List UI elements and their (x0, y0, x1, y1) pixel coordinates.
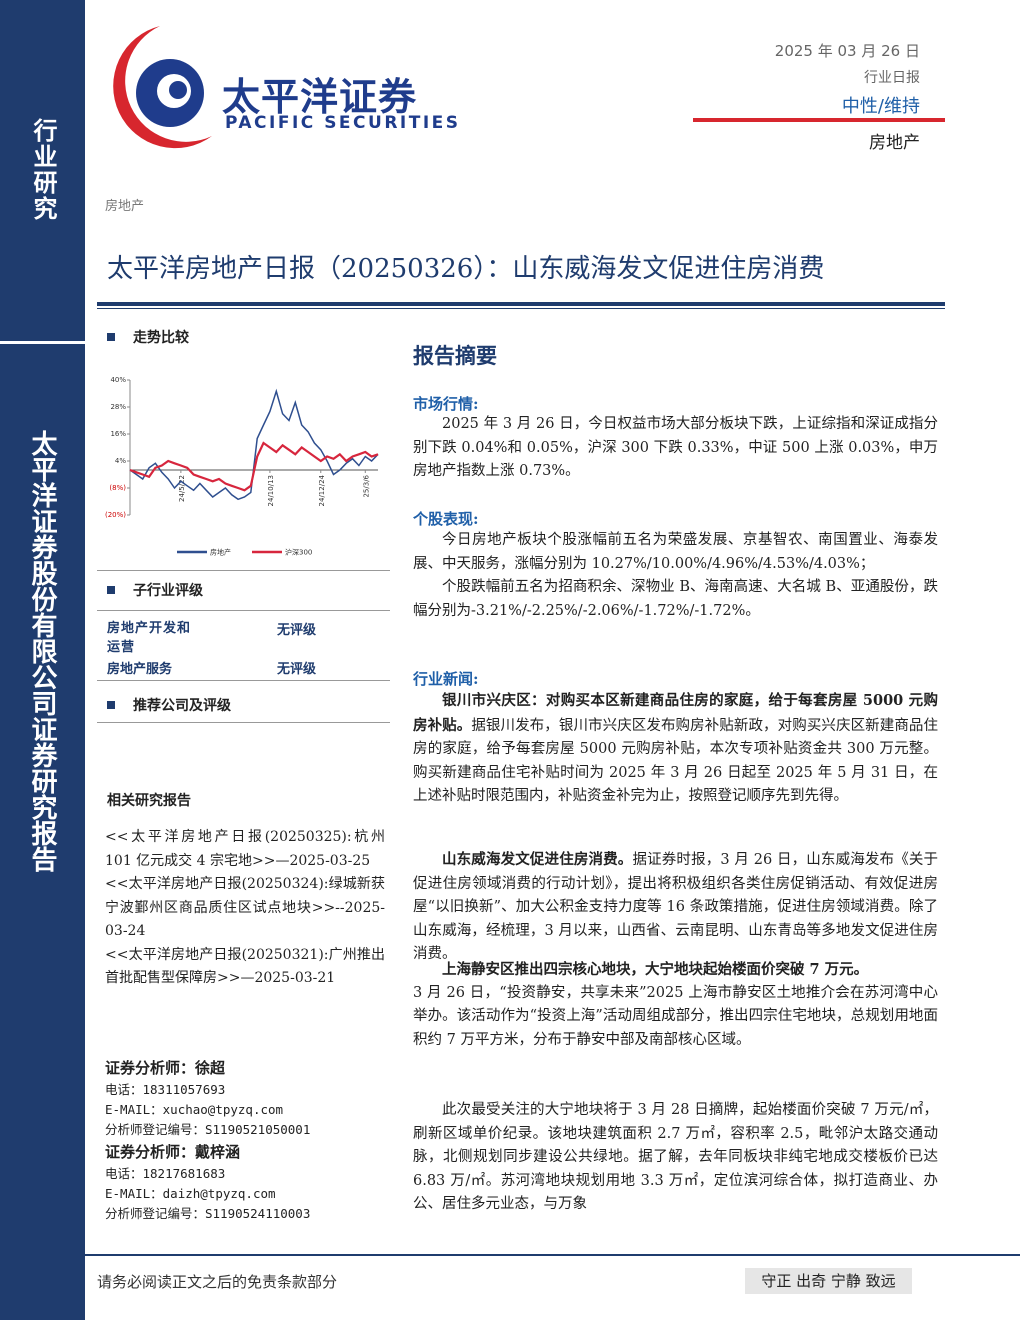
rule (97, 570, 390, 571)
y-tick-label: 16% (110, 430, 126, 438)
news-lead: 上海静安区推出四宗核心地块，大宁地块起始楼面价突破 7 万元。 (442, 961, 869, 978)
y-tick-label: 40% (110, 376, 126, 384)
y-tick-label: (8%) (109, 484, 126, 492)
paragraph: 今日房地产板块个股涨幅前五名为荣盛发展、京基智农、南国置业、海泰发展、中天服务，… (413, 532, 938, 572)
title-rule-thin (97, 308, 945, 309)
analyst-email: E-MAIL：daizh@tpyzq.com (105, 1186, 276, 1201)
disclaimer: 请务必阅读正文之后的免责条款部分 (97, 1273, 338, 1291)
series-line (129, 388, 379, 501)
related-report: <<太平洋房地产日报(20250321):广州推出首批配售型保障房>>—2025… (105, 946, 385, 987)
related-heading: 相关研究报告 (107, 793, 191, 809)
analyst-phone: 电话：18217681683 (105, 1166, 226, 1181)
news-item: 山东威海发文促进住房消费。据证券时报，3 月 26 日，山东威海发布《关于促进住… (413, 848, 938, 967)
title-rule (97, 302, 945, 306)
news-text: 据银川发布，银川市兴庆区发布购房补贴新政，对购买兴庆区新建商品住房的家庭，给予每… (413, 717, 938, 805)
sidebar-top: 行业研究 (29, 118, 58, 222)
rule (97, 680, 390, 681)
news-text: 3 月 26 日，“投资静安，共享未来”2025 上海市静安区土地推介会在苏河湾… (413, 984, 938, 1048)
category: 房地产 (105, 199, 145, 214)
paragraph: 此次最受关注的大宁地块将于 3 月 28 日摘牌，起始楼面价突破 7 万元/㎡，… (413, 1102, 938, 1212)
news-lead: 山东威海发文促进住房消费。 (442, 851, 633, 868)
legend-label: 沪深300 (285, 548, 312, 557)
analyst-title: 证券分析师：徐超 (105, 1059, 226, 1077)
table-cell: 无评级 (277, 623, 317, 638)
title: 太平洋房地产日报（20250326）：山东威海发文促进住房消费 (107, 254, 825, 284)
motto: 守正 出奇 宁静 致远 (745, 1268, 912, 1294)
legend-label: 房地产 (210, 548, 231, 557)
brand-cn: 太平洋证券 (222, 75, 418, 119)
rule (97, 610, 390, 611)
rating-rule (693, 118, 945, 122)
trend-chart: 40% 28% 16% 4% (8%) (20%) 24/5/22 24/10/13 24/12… (105, 376, 379, 557)
analysts: 证券分析师：徐超 电话：18311057693 E-MAIL：xuchao@tp… (105, 1056, 390, 1224)
related-report: <<太平洋房地产日报(20250325):杭州 101 亿元成交 4 宗宅地>>… (105, 829, 385, 869)
sidebar-bottom: 太平洋证券股份有限公司证券研究报告 (27, 430, 57, 872)
table-cell: 无评级 (277, 662, 317, 677)
news-item: 银川市兴庆区：对购买本区新建商品住房的家庭，给于每套房屋 5000 元购房补贴。… (413, 689, 938, 809)
y-tick-label: 28% (110, 403, 126, 411)
news-item: 上海静安区推出四宗核心地块，大宁地块起始楼面价突破 7 万元。 3 月 26 日，… (413, 958, 938, 1052)
section-heading: 个股表现: (413, 510, 479, 528)
series-line (129, 441, 379, 492)
trend-heading: 走势比较 (107, 327, 189, 347)
analyst-email: E-MAIL：xuchao@tpyzq.com (105, 1102, 284, 1117)
related-report: <<太平洋房地产日报(20250324):绿城新获宁波鄞州区商品质住区试点地块>… (105, 876, 385, 939)
sidebar (0, 0, 85, 1320)
sidebar-divider (0, 341, 85, 344)
analyst-reg: 分析师登记编号：S1190524110003 (105, 1206, 311, 1221)
trend-heading-text: 走势比较 (133, 330, 189, 346)
section-heading: 行业新闻: (413, 670, 479, 688)
summary-heading: 报告摘要 (413, 343, 497, 368)
x-tick-label: 24/5/22 (178, 475, 186, 502)
stocks: 今日房地产板块个股涨幅前五名为荣盛发展、京基智农、南国置业、海泰发展、中天服务，… (413, 529, 938, 623)
footer-rule (85, 1254, 1020, 1256)
x-tick-label: 25/3/6 (362, 474, 370, 497)
rating: 中性/维持 (841, 96, 920, 117)
industry: 房地产 (869, 133, 920, 153)
recommend-heading-text: 推荐公司及评级 (133, 698, 231, 714)
paragraph: 个股跌幅前五名为招商积余、深物业 B、海南高速、大名城 B、亚通股份，跌幅分别为… (413, 579, 938, 619)
news-text: 据证券时报，3 月 26 日，山东威海发布《关于促进住房领域消费的行动计划》，提… (413, 852, 938, 962)
related-list: <<太平洋房地产日报(20250325):杭州 101 亿元成交 4 宗宅地>>… (105, 826, 385, 991)
section-heading: 市场行情: (413, 395, 479, 413)
table-cell: 房地产开发和运营 (107, 621, 192, 655)
brand-en: PACIFIC SECURITIES (225, 113, 461, 133)
x-tick-label: 24/10/13 (267, 475, 275, 506)
date: 2025 年 03 月 26 日 (774, 42, 920, 60)
analyst-phone: 电话：18311057693 (105, 1082, 226, 1097)
logo-mark (113, 26, 212, 149)
y-tick-label: (20%) (105, 511, 126, 519)
sub-rating-heading: 子行业评级 (107, 580, 203, 600)
sub-rating-heading-text: 子行业评级 (133, 583, 203, 599)
rule (97, 722, 390, 723)
paragraph: 2025 年 3 月 26 日，今日权益市场大部分板块下跌，上证综指和深证成指分… (413, 416, 938, 479)
analyst-title: 证券分析师：戴梓涵 (105, 1143, 241, 1161)
analyst-reg: 分析师登记编号：S1190521050001 (105, 1122, 311, 1137)
news-lead: 银川市兴庆区：对购买本区新建商品住房的家庭，给于每套房屋 5000 元购房补贴。 (413, 692, 938, 734)
y-tick-label: 4% (115, 457, 126, 465)
report-type: 行业日报 (864, 70, 920, 86)
x-tick-label: 24/12/24 (318, 474, 326, 506)
recommend-heading: 推荐公司及评级 (107, 695, 231, 715)
table-cell: 房地产服务 (107, 662, 173, 677)
